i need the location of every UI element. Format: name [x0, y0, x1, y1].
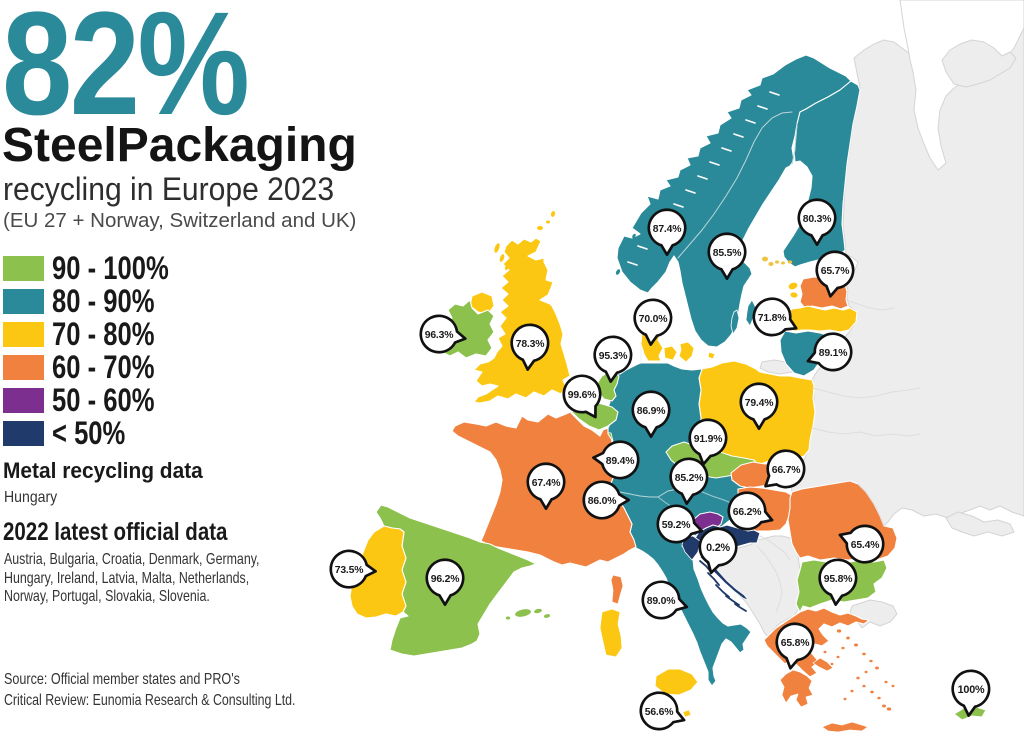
- svg-text:73.5%: 73.5%: [335, 565, 363, 576]
- svg-text:65.7%: 65.7%: [821, 266, 849, 277]
- svg-text:89.1%: 89.1%: [819, 348, 847, 359]
- svg-text:87.4%: 87.4%: [653, 224, 681, 235]
- svg-text:66.2%: 66.2%: [733, 507, 761, 518]
- svg-text:89.0%: 89.0%: [647, 596, 675, 607]
- svg-text:65.8%: 65.8%: [781, 638, 809, 649]
- svg-text:78.3%: 78.3%: [516, 339, 544, 350]
- svg-text:67.4%: 67.4%: [532, 478, 560, 489]
- svg-text:96.3%: 96.3%: [425, 330, 453, 341]
- svg-text:70.0%: 70.0%: [639, 314, 667, 325]
- svg-text:71.8%: 71.8%: [758, 313, 786, 324]
- svg-text:85.2%: 85.2%: [675, 473, 703, 484]
- svg-text:86.0%: 86.0%: [588, 496, 616, 507]
- svg-text:100%: 100%: [958, 684, 985, 696]
- svg-text:65.4%: 65.4%: [851, 540, 879, 551]
- svg-text:56.6%: 56.6%: [645, 707, 673, 718]
- svg-text:95.8%: 95.8%: [824, 574, 852, 585]
- svg-text:66.7%: 66.7%: [772, 465, 800, 476]
- svg-text:89.4%: 89.4%: [606, 456, 634, 467]
- svg-text:0.2%: 0.2%: [706, 542, 730, 554]
- svg-text:91.9%: 91.9%: [694, 434, 722, 445]
- svg-text:79.4%: 79.4%: [745, 398, 773, 409]
- svg-text:95.3%: 95.3%: [599, 351, 627, 362]
- svg-text:96.2%: 96.2%: [431, 574, 459, 585]
- svg-text:99.6%: 99.6%: [568, 390, 596, 401]
- svg-text:59.2%: 59.2%: [662, 520, 690, 531]
- svg-text:86.9%: 86.9%: [637, 406, 665, 417]
- svg-text:80.3%: 80.3%: [803, 214, 831, 225]
- svg-text:85.5%: 85.5%: [713, 248, 741, 259]
